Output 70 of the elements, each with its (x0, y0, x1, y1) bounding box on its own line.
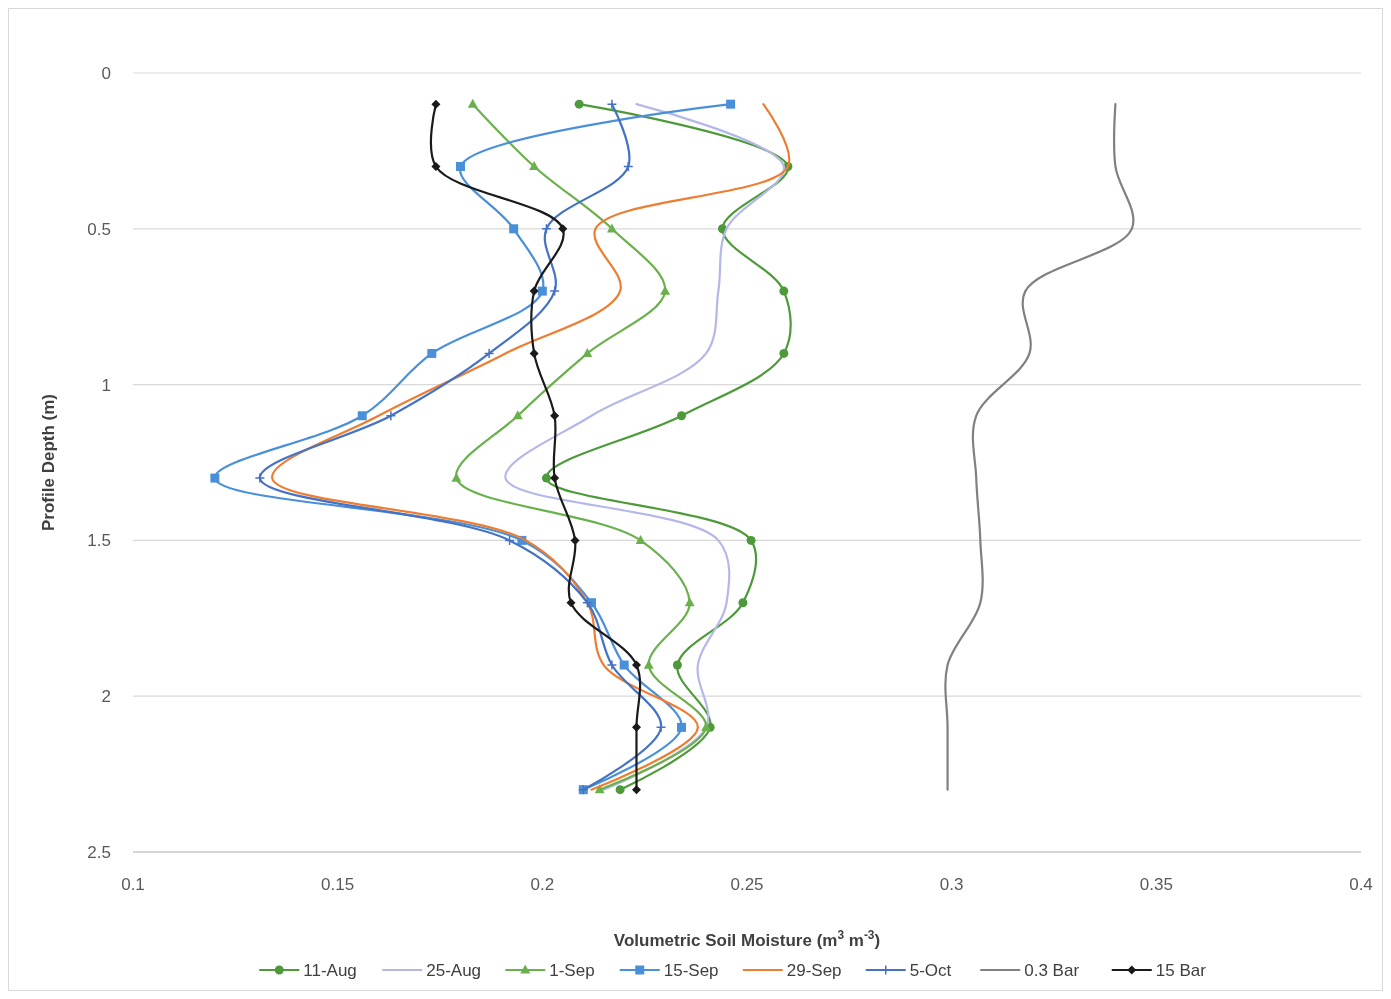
point (619, 660, 629, 670)
point (541, 473, 551, 483)
point (529, 286, 539, 296)
y-tick-label: 0 (101, 64, 111, 83)
point (210, 473, 220, 483)
y-tick-label: 2.5 (87, 843, 111, 862)
y-tick-label: 1 (101, 375, 111, 395)
point (660, 285, 671, 295)
x-axis-title: Volumetric Soil Moisture (m$^{3}$ m$^{-3}$) (613, 928, 881, 950)
x-tick-label: 0.25 (730, 875, 764, 894)
point (606, 659, 618, 671)
point (529, 161, 540, 171)
point (467, 98, 478, 108)
point (631, 660, 641, 670)
point (529, 348, 539, 358)
point (672, 660, 682, 670)
point (550, 411, 560, 421)
point (550, 473, 560, 483)
legend-label: 29-Sep (786, 961, 842, 980)
point (684, 597, 695, 607)
legend-label: 1-Sep (549, 961, 595, 980)
point (254, 472, 266, 484)
point (615, 785, 625, 795)
point (606, 223, 617, 233)
y-tick-label: 1.5 (87, 531, 111, 551)
line-series (271, 103, 791, 791)
y-axis-title: Profile Depth (m) (39, 394, 58, 531)
point (509, 224, 519, 234)
point (701, 721, 712, 731)
point (558, 224, 568, 234)
y-tick-label: 2 (101, 687, 111, 707)
point (512, 410, 523, 420)
legend-label: 15-Sep (663, 961, 719, 980)
point (582, 348, 593, 358)
x-tick-label: 0.4 (1349, 875, 1373, 894)
x-tick-label: 0.1 (121, 875, 145, 894)
point (677, 722, 687, 732)
point (677, 411, 687, 421)
point (779, 348, 789, 358)
legend-label: 0.3 Bar (1024, 961, 1080, 980)
point (537, 286, 547, 296)
point (726, 99, 736, 109)
point (357, 411, 367, 421)
point (746, 535, 756, 545)
point (385, 410, 397, 422)
point (574, 99, 584, 109)
point (549, 285, 560, 297)
point (570, 535, 580, 545)
point (631, 785, 641, 795)
point (635, 535, 646, 544)
x-tick-label: 0.2 (530, 875, 555, 894)
y-tick-label: 0.5 (87, 219, 111, 239)
point (606, 98, 618, 110)
point (541, 223, 552, 235)
point (427, 348, 437, 358)
point (483, 348, 495, 359)
point (566, 598, 576, 608)
legend-label: 25-Aug (426, 961, 482, 980)
point (631, 722, 641, 732)
point (455, 161, 465, 171)
legend-label: 11-Aug (303, 961, 357, 980)
legend-label: 5-Oct (909, 961, 952, 980)
point (779, 286, 789, 296)
point (738, 598, 748, 608)
legend-label: 15 Bar (1155, 961, 1207, 980)
point (431, 161, 441, 171)
point (431, 99, 441, 109)
x-tick-label: 0.15 (321, 875, 355, 894)
x-tick-label: 0.3 (939, 875, 964, 894)
x-tick-label: 0.35 (1139, 875, 1173, 894)
